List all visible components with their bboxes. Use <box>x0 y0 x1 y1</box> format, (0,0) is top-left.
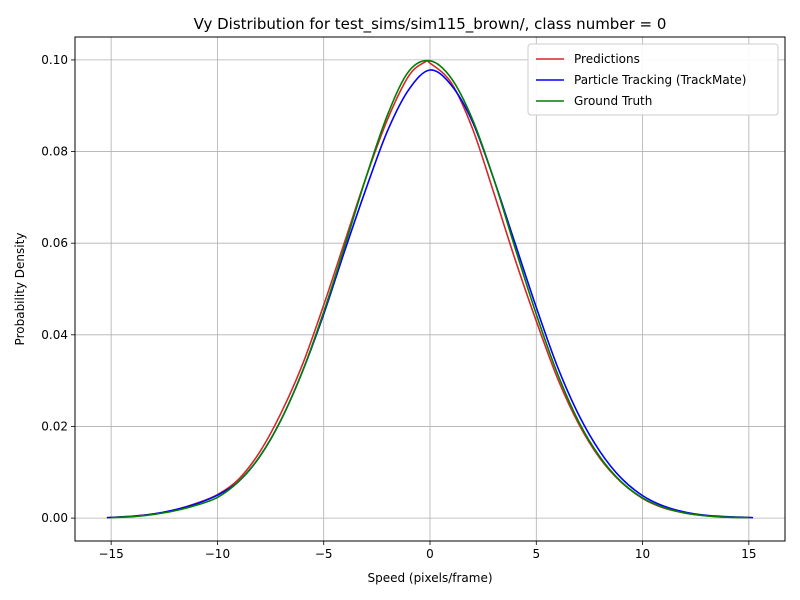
x-axis-ticks: −15 −10 −5 0 5 10 15 <box>98 541 757 561</box>
series-lines <box>106 59 754 519</box>
x-tick-label: 10 <box>635 547 650 561</box>
x-tick-label: 0 <box>426 547 434 561</box>
y-tick-label: 0.06 <box>41 236 68 250</box>
legend-label: Particle Tracking (TrackMate) <box>574 73 746 87</box>
y-tick-label: 0.08 <box>41 145 68 159</box>
x-tick-label: 5 <box>532 547 540 561</box>
y-tick-label: 0.04 <box>41 328 68 342</box>
series-line-ground-truth <box>111 59 749 519</box>
y-axis-ticks: 0.00 0.02 0.04 0.06 0.08 0.10 <box>41 53 75 525</box>
x-tick-label: 15 <box>741 547 756 561</box>
y-tick-label: 0.00 <box>41 511 68 525</box>
x-tick-label: −15 <box>98 547 123 561</box>
x-tick-label: −10 <box>205 547 230 561</box>
y-tick-label: 0.10 <box>41 53 68 67</box>
legend-label: Predictions <box>574 52 640 66</box>
legend-label: Ground Truth <box>574 94 652 108</box>
grid <box>75 37 785 541</box>
legend: Predictions Particle Tracking (TrackMate)… <box>527 43 779 116</box>
y-axis-label: Probability Density <box>13 233 27 346</box>
x-axis-label: Speed (pixels/frame) <box>367 571 492 585</box>
legend-box <box>527 43 779 116</box>
chart-title: Vy Distribution for test_sims/sim115_bro… <box>194 15 667 34</box>
x-tick-label: −5 <box>315 547 333 561</box>
y-tick-label: 0.02 <box>41 419 68 433</box>
series-line-particle-tracking <box>106 69 754 519</box>
